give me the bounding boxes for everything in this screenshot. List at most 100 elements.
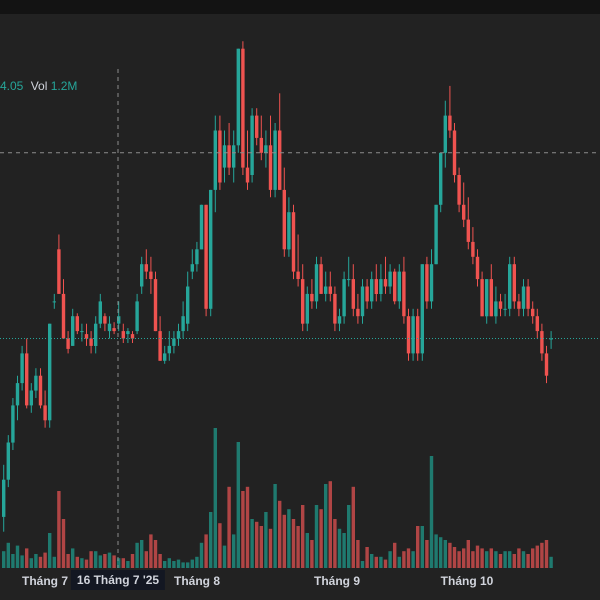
candle-body: [508, 264, 512, 309]
candle-body: [250, 115, 254, 175]
candle-body: [89, 338, 93, 346]
candle-body: [328, 286, 332, 294]
volume-bar: [448, 542, 452, 568]
candle-body: [498, 301, 503, 309]
volume-bar: [466, 540, 470, 568]
volume-bar: [255, 521, 259, 568]
time-axis[interactable]: Tháng 7 16 Tháng 7 '25 Tháng 8 Tháng 9 T…: [0, 568, 600, 600]
x-tick-label: Tháng 10: [440, 574, 494, 588]
volume-bar: [383, 559, 388, 568]
volume-bar: [388, 551, 392, 568]
candle-body: [112, 328, 116, 332]
candle-body: [57, 249, 61, 294]
volume-bar: [209, 512, 213, 568]
volume-bar: [245, 486, 250, 568]
volume-bar: [89, 551, 93, 568]
volume-bar: [103, 554, 107, 568]
candle-body: [66, 338, 70, 349]
volume-bar: [301, 505, 305, 568]
volume-bar: [153, 540, 158, 568]
price-volume-plot[interactable]: [0, 14, 600, 568]
volume-bar: [278, 500, 282, 568]
volume-bar: [540, 542, 544, 568]
volume-bar: [61, 519, 66, 568]
candle-body: [314, 264, 319, 302]
candle-body: [452, 130, 457, 176]
legend-value: 4.05: [0, 79, 24, 93]
candle-body: [186, 286, 190, 324]
volume-bar: [273, 484, 277, 568]
volume-bar: [6, 542, 10, 568]
candle-body: [434, 204, 438, 265]
volume-bar: [38, 556, 43, 568]
candle-body: [406, 316, 411, 354]
volume-bar: [75, 556, 79, 568]
candle-body: [489, 279, 493, 317]
volume-bar: [144, 551, 148, 568]
candle-body: [204, 204, 208, 309]
candle-body: [411, 316, 415, 354]
volume-bar: [517, 548, 521, 568]
volume-bar: [324, 484, 328, 568]
candle-body: [365, 286, 369, 302]
volume-bar: [287, 509, 291, 568]
volume-bar: [48, 533, 52, 568]
volume-bar: [365, 547, 369, 568]
candle-body: [439, 152, 443, 205]
volume-bar: [434, 534, 438, 568]
candle-body: [448, 115, 452, 131]
candle-body: [324, 286, 328, 294]
candle-body: [342, 279, 346, 317]
candle-body: [140, 264, 144, 287]
chart-panel[interactable]: [0, 14, 600, 568]
volume-bar: [218, 523, 222, 568]
candle-body: [544, 353, 549, 376]
volume-bar: [406, 548, 411, 568]
volume-bar: [489, 548, 493, 568]
candle-body: [61, 293, 66, 339]
candle-body: [521, 286, 526, 309]
volume-bar: [11, 554, 15, 568]
candle-body: [190, 264, 194, 272]
volume-bar: [374, 556, 378, 568]
candle-body: [80, 331, 84, 333]
candle-body: [475, 256, 480, 280]
candle-body: [370, 279, 374, 302]
volume-bar: [526, 554, 530, 568]
volume-bar: [186, 562, 190, 568]
candle-body: [273, 130, 277, 190]
volume-bar: [443, 540, 447, 568]
candle-body: [43, 405, 47, 421]
candle-body: [25, 353, 29, 406]
candle-body: [163, 353, 167, 361]
candle-body: [416, 316, 420, 354]
volume-bar: [333, 519, 337, 568]
candle-body: [213, 130, 217, 190]
volume-bar: [107, 552, 112, 568]
candle-body: [172, 338, 176, 346]
candle-body: [130, 334, 135, 339]
crosshair-date-label: 16 Tháng 7 '25: [70, 570, 166, 590]
volume-bar: [52, 556, 56, 568]
volume-bar: [34, 554, 38, 568]
volume-bar: [549, 556, 553, 568]
candle-body: [494, 301, 498, 317]
candle-body: [29, 390, 33, 406]
candle-body: [471, 241, 475, 257]
volume-bar: [264, 512, 268, 568]
candle-body: [420, 264, 424, 354]
volume-bar: [158, 554, 162, 568]
volume-bar: [163, 561, 167, 568]
volume-bar: [429, 456, 434, 568]
x-tick-label: Tháng 8: [173, 574, 221, 588]
volume-bar: [236, 442, 240, 568]
candle-body: [457, 175, 461, 205]
candle-body: [195, 249, 199, 265]
candle-body: [75, 316, 79, 332]
volume-bar: [140, 540, 144, 568]
candle-body: [305, 293, 309, 324]
candle-body: [71, 316, 75, 346]
volume-bar: [402, 551, 406, 568]
candle-body: [397, 271, 401, 302]
